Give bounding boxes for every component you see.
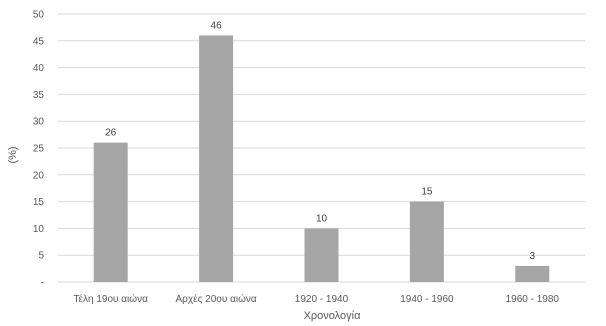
data-label: 10 [316, 213, 328, 224]
bar [93, 142, 128, 282]
gridlines [58, 13, 585, 283]
y-tick-label: 50 [33, 10, 45, 21]
y-tick-label: - [41, 278, 44, 289]
y-tick-label: 35 [33, 90, 45, 101]
data-label: 15 [421, 187, 433, 198]
y-tick-label: 15 [33, 197, 45, 208]
data-label: 26 [105, 128, 117, 139]
bars [93, 35, 550, 282]
x-axis-title: Χρονολογία [304, 310, 362, 322]
category-label: 1940 - 1960 [400, 294, 454, 305]
y-axis-ticks: - 5 10 15 20 25 30 35 40 45 50 [33, 10, 45, 289]
bar [304, 228, 339, 282]
data-labels: 26 46 10 15 3 [105, 20, 535, 261]
y-tick-label: 20 [33, 170, 45, 181]
y-tick-label: 30 [33, 117, 45, 128]
x-axis-categories: Τέλη 19ου αιώνα Αρχές 20ου αιώνα 1920 - 19… [74, 293, 560, 305]
y-tick-label: 45 [33, 36, 45, 47]
y-tick-label: 10 [33, 224, 45, 235]
y-tick-label: 40 [33, 63, 45, 74]
bar [515, 265, 550, 282]
category-label: Αρχές 20ου αιώνα [176, 293, 257, 305]
y-axis-title: (%) [7, 146, 19, 163]
bar [199, 35, 234, 282]
category-label: Τέλη 19ου αιώνα [74, 293, 149, 305]
data-label: 46 [211, 20, 223, 31]
category-label: 1920 - 1940 [295, 294, 349, 305]
y-tick-label: 25 [33, 144, 45, 155]
data-label: 3 [530, 251, 536, 262]
category-label: 1960 - 1980 [506, 294, 560, 305]
bar [409, 201, 444, 282]
y-tick-label: 5 [38, 251, 44, 262]
